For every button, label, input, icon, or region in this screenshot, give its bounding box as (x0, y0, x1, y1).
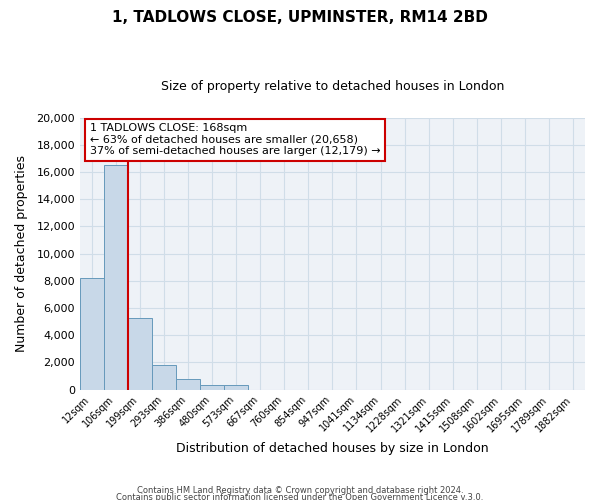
X-axis label: Distribution of detached houses by size in London: Distribution of detached houses by size … (176, 442, 489, 455)
Title: Size of property relative to detached houses in London: Size of property relative to detached ho… (161, 80, 504, 93)
Bar (152, 365, 176, 390)
Y-axis label: Number of detached properties: Number of detached properties (15, 155, 28, 352)
Text: 1, TADLOWS CLOSE, UPMINSTER, RM14 2BD: 1, TADLOWS CLOSE, UPMINSTER, RM14 2BD (112, 10, 488, 25)
Bar (104, 164, 128, 390)
Text: Contains HM Land Registry data © Crown copyright and database right 2024.: Contains HM Land Registry data © Crown c… (137, 486, 463, 495)
Bar (200, 386, 224, 390)
Text: 1 TADLOWS CLOSE: 168sqm
← 63% of detached houses are smaller (20,658)
37% of sem: 1 TADLOWS CLOSE: 168sqm ← 63% of detache… (90, 123, 380, 156)
Text: Contains public sector information licensed under the Open Government Licence v.: Contains public sector information licen… (116, 494, 484, 500)
Bar (80, 278, 104, 390)
Bar (176, 378, 200, 390)
Bar (224, 386, 248, 390)
Bar (128, 318, 152, 390)
